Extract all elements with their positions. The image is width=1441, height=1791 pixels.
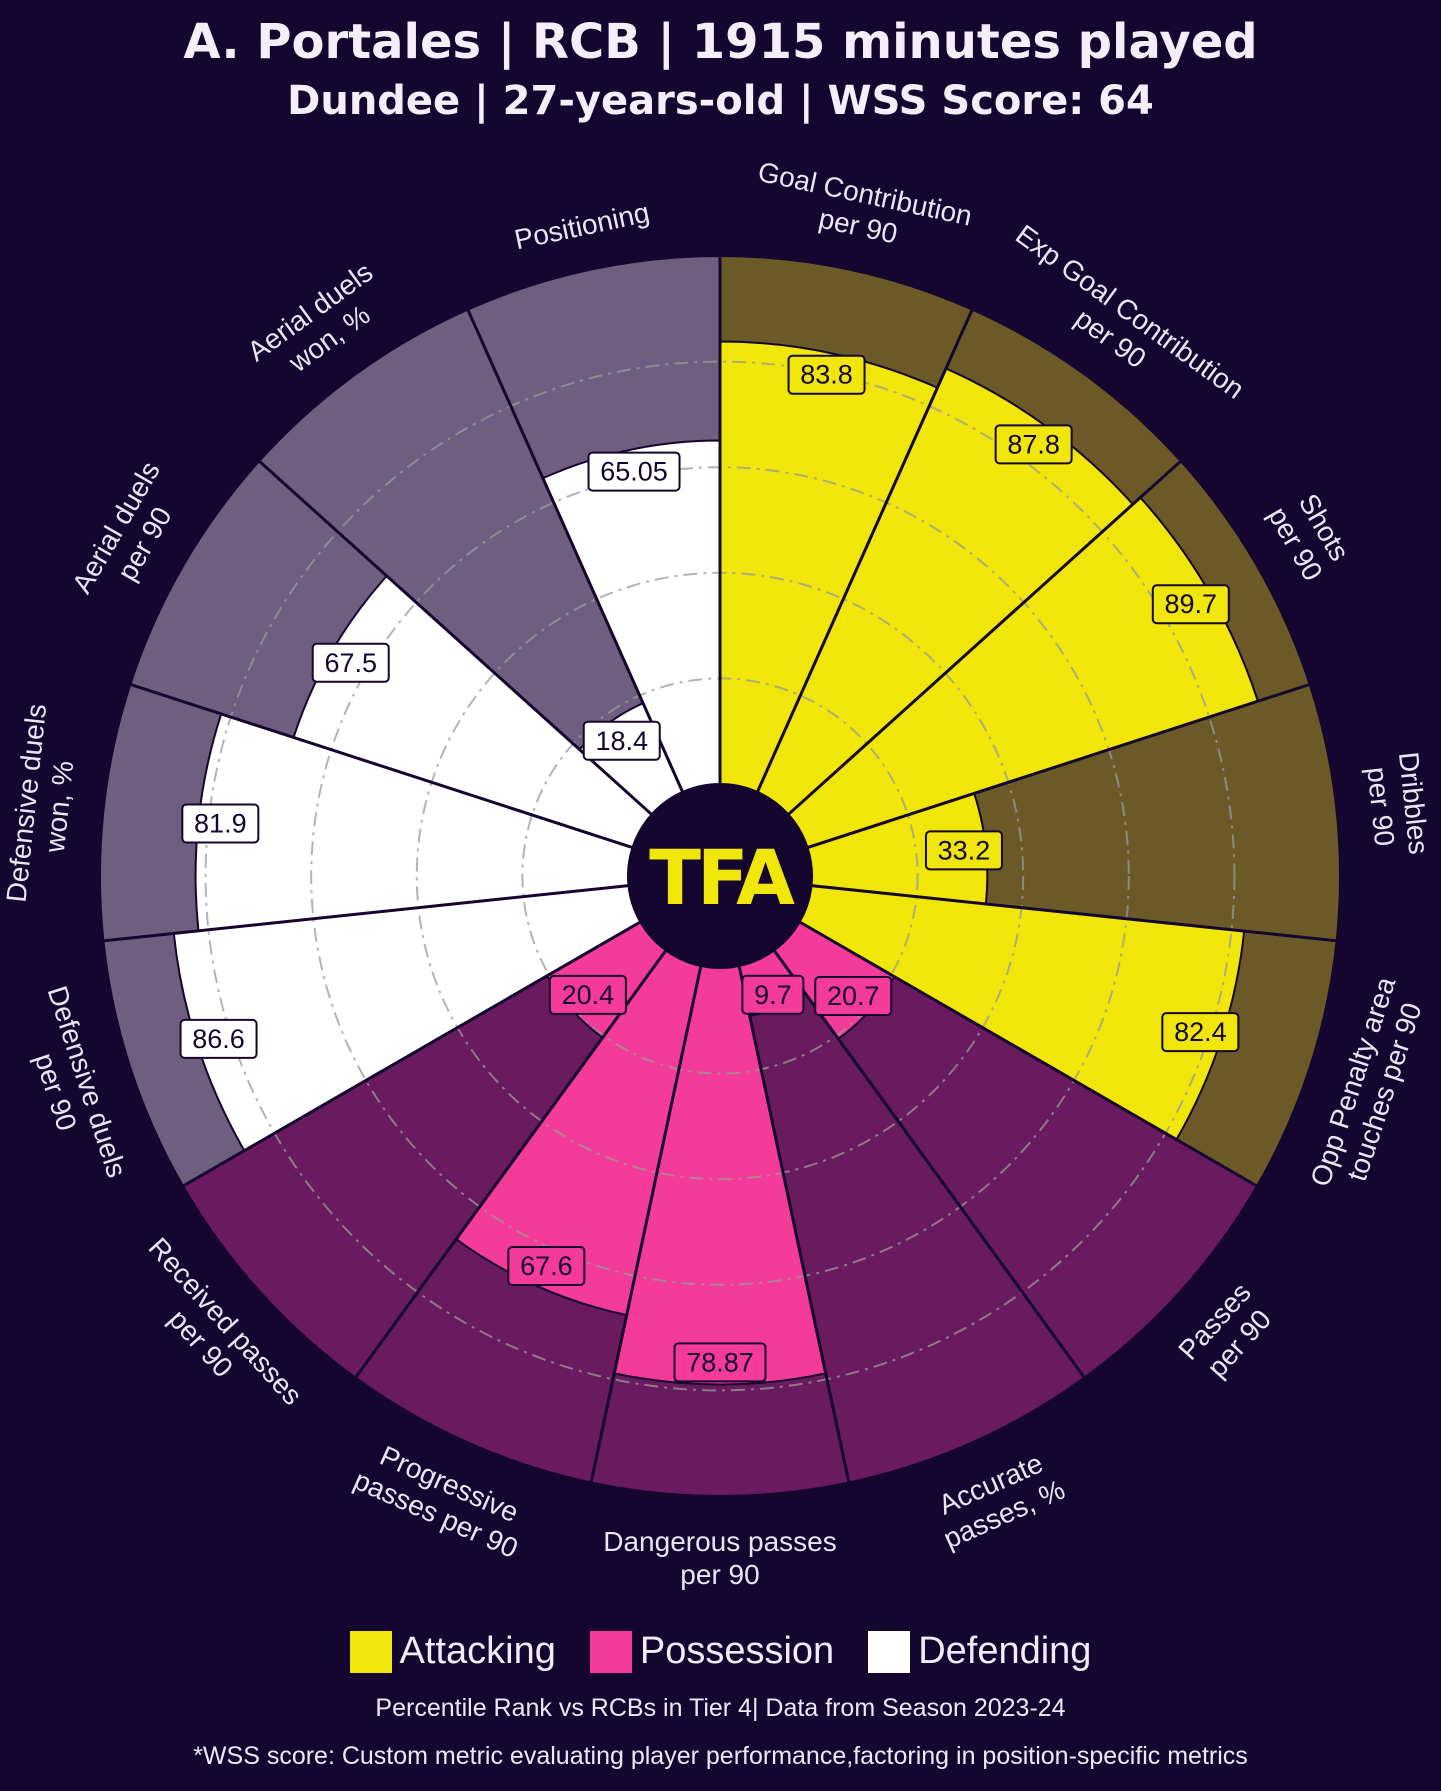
value-box-defending-3 [311,642,390,683]
value-label-defending-5: 65.05 [600,457,668,487]
value-label-attacking-5: 82.4 [1174,1017,1227,1047]
slice-divider [103,884,629,943]
legend-label-attacking: Attacking [399,1630,556,1672]
gridline-80 [204,360,1236,1392]
slice-divider [129,682,633,849]
metric-label-line: Dangerous passes [603,1526,836,1557]
slice-divider [772,949,1086,1379]
value-label-defending-2: 81.9 [194,808,247,838]
metric-label-line: Positioning [512,197,652,256]
value-label-possession-1: 20.7 [827,981,880,1011]
chart-title: A. Portales | RCB | 1915 minutes played [183,14,1258,70]
legend-swatch-attacking [349,1630,392,1673]
slice-divider [354,949,668,1379]
value-box-possession-4 [507,1246,586,1287]
value-label-attacking-2: 87.8 [1007,429,1060,459]
slice-divider [807,682,1311,849]
legend: Attacking Possession Defending [0,1630,1441,1673]
value-label-defending-4: 18.4 [595,726,648,756]
legend-item-possession: Possession [589,1630,835,1673]
value-label-possession-5: 20.4 [562,980,615,1010]
slice-divider [756,308,974,793]
value-box-possession-3 [673,1342,767,1383]
chart-subtitle: Dundee | 27-years-old | WSS Score: 64 [287,78,1154,124]
footnote: Percentile Rank vs RCBs in Tier 4| Data … [375,1694,1066,1722]
slice-divider [466,308,684,793]
metric-label-line: per 90 [680,1559,759,1590]
value-label-possession-4: 67.6 [520,1251,573,1281]
value-box-possession-5 [548,974,627,1015]
value-label-attacking-4: 33.2 [938,835,991,865]
legend-label-defending: Defending [918,1630,1092,1672]
value-label-defending-3: 67.5 [324,648,377,678]
legend-swatch-defending [868,1630,911,1673]
value-box-defending-2 [181,803,260,844]
slice-divider [811,884,1337,943]
legend-item-attacking: Attacking [349,1630,556,1673]
metric-label-line: per 90 [1361,765,1400,847]
legend-label-possession: Possession [639,1630,835,1672]
legend-item-defending: Defending [868,1630,1091,1673]
tfa-logo: TFA [649,833,795,922]
value-label-attacking-3: 89.7 [1165,589,1218,619]
metric-label-defending-5: Positioning [512,197,652,256]
value-box-defending-4 [582,720,661,761]
value-box-attacking-2 [994,424,1073,465]
value-box-possession-1 [814,975,893,1016]
slice-divider [787,460,1182,816]
center-circle [627,783,813,969]
value-box-attacking-1 [787,354,866,395]
legend-swatch-possession [589,1630,632,1673]
value-box-defending-1 [179,1018,258,1059]
value-label-possession-2: 9.7 [754,980,792,1010]
slice-divider [182,920,642,1188]
value-box-defending-5 [587,451,681,492]
wss-note: *WSS score: Custom metric evaluating pla… [193,1742,1248,1770]
value-label-defending-1: 86.6 [192,1024,245,1054]
value-box-attacking-4 [924,830,1003,871]
value-box-attacking-3 [1151,584,1230,625]
slice-divider [737,965,851,1483]
slice-divider [798,920,1258,1188]
slice-divider [589,965,703,1483]
value-box-attacking-5 [1161,1012,1240,1053]
value-label-attacking-1: 83.8 [800,360,853,390]
value-box-possession-2 [741,974,805,1015]
value-label-possession-3: 78.87 [686,1347,754,1377]
